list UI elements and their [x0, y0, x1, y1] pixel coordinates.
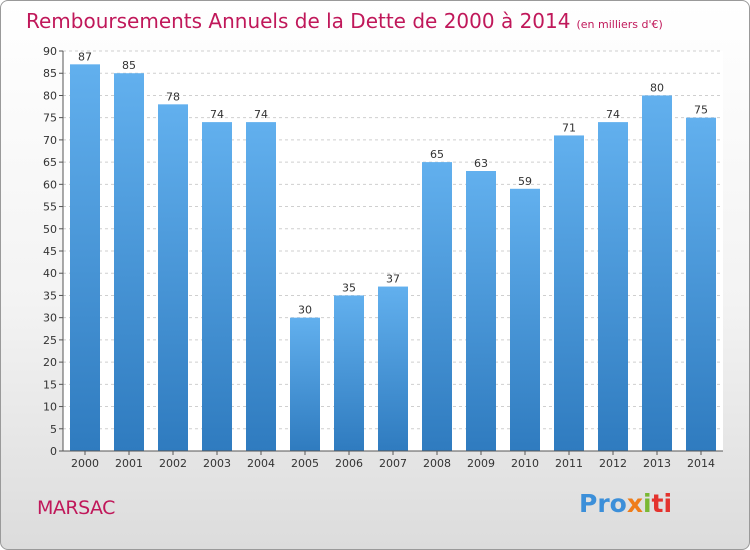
y-tick-label: 25 — [43, 334, 57, 347]
x-tick-label: 2012 — [599, 457, 627, 470]
title-subtitle: (en milliers d'€) — [576, 18, 663, 31]
data-label: 37 — [386, 273, 400, 286]
y-tick-label: 90 — [43, 45, 57, 58]
y-tick-label: 75 — [43, 112, 57, 125]
data-label: 59 — [518, 175, 532, 188]
x-tick-label: 2005 — [291, 457, 319, 470]
data-label: 35 — [342, 281, 356, 294]
bar-2013 — [642, 95, 672, 451]
y-tick-label: 50 — [43, 223, 57, 236]
title-text: Remboursements Annuels de la Dette de 20… — [26, 9, 571, 33]
x-tick-label: 2011 — [555, 457, 583, 470]
logo-part-1: Pro — [579, 489, 627, 518]
data-label: 75 — [694, 104, 708, 117]
data-label: 85 — [122, 59, 136, 72]
x-tick-label: 2003 — [203, 457, 231, 470]
logo-part-2: x — [626, 489, 643, 518]
x-tick-label: 2009 — [467, 457, 495, 470]
data-label: 74 — [210, 108, 224, 121]
data-label: 30 — [298, 304, 312, 317]
y-tick-label: 55 — [43, 201, 57, 214]
y-tick-label: 0 — [50, 445, 57, 458]
y-tick-label: 65 — [43, 156, 57, 169]
y-tick-label: 10 — [43, 401, 57, 414]
bar-2011 — [554, 135, 584, 451]
x-tick-label: 2013 — [643, 457, 671, 470]
bar-2009 — [466, 171, 496, 451]
bar-2003 — [202, 122, 232, 451]
logo-part-3: i — [642, 489, 652, 518]
data-label: 65 — [430, 148, 444, 161]
x-tick-label: 2006 — [335, 457, 363, 470]
bar-2006 — [334, 295, 364, 451]
proxiti-logo: Proxiti — [579, 489, 672, 518]
bar-2005 — [290, 317, 320, 451]
x-tick-label: 2014 — [687, 457, 715, 470]
y-tick-label: 20 — [43, 356, 57, 369]
x-tick-label: 2010 — [511, 457, 539, 470]
data-label: 63 — [474, 157, 488, 170]
y-tick-label: 5 — [50, 423, 57, 436]
y-tick-label: 30 — [43, 312, 57, 325]
bar-2004 — [246, 122, 276, 451]
bar-2008 — [422, 162, 452, 451]
y-tick-label: 85 — [43, 67, 57, 80]
data-label: 78 — [166, 90, 180, 103]
city-name: MARSAC — [37, 497, 115, 519]
x-tick-label: 2004 — [247, 457, 275, 470]
x-tick-label: 2007 — [379, 457, 407, 470]
bar-2007 — [378, 286, 408, 451]
logo-part-4: ti — [651, 489, 673, 518]
y-tick-label: 40 — [43, 267, 57, 280]
bar-2001 — [114, 73, 144, 451]
data-label: 74 — [254, 108, 268, 121]
y-tick-label: 70 — [43, 134, 57, 147]
data-label: 80 — [650, 81, 664, 94]
bar-2014 — [686, 117, 716, 452]
x-tick-label: 2001 — [115, 457, 143, 470]
bar-2012 — [598, 122, 628, 451]
y-tick-label: 35 — [43, 289, 57, 302]
x-tick-label: 2002 — [159, 457, 187, 470]
x-tick-label: 2000 — [71, 457, 99, 470]
y-tick-label: 80 — [43, 89, 57, 102]
bar-2010 — [510, 188, 540, 451]
x-tick-label: 2008 — [423, 457, 451, 470]
y-tick-label: 15 — [43, 378, 57, 391]
data-label: 74 — [606, 108, 620, 121]
y-tick-label: 60 — [43, 178, 57, 191]
bar-2000 — [70, 64, 100, 452]
data-label: 87 — [78, 50, 92, 63]
bar-2002 — [158, 104, 188, 451]
data-label: 71 — [562, 121, 576, 134]
chart-title: Remboursements Annuels de la Dette de 20… — [26, 9, 663, 33]
y-tick-label: 45 — [43, 245, 57, 258]
